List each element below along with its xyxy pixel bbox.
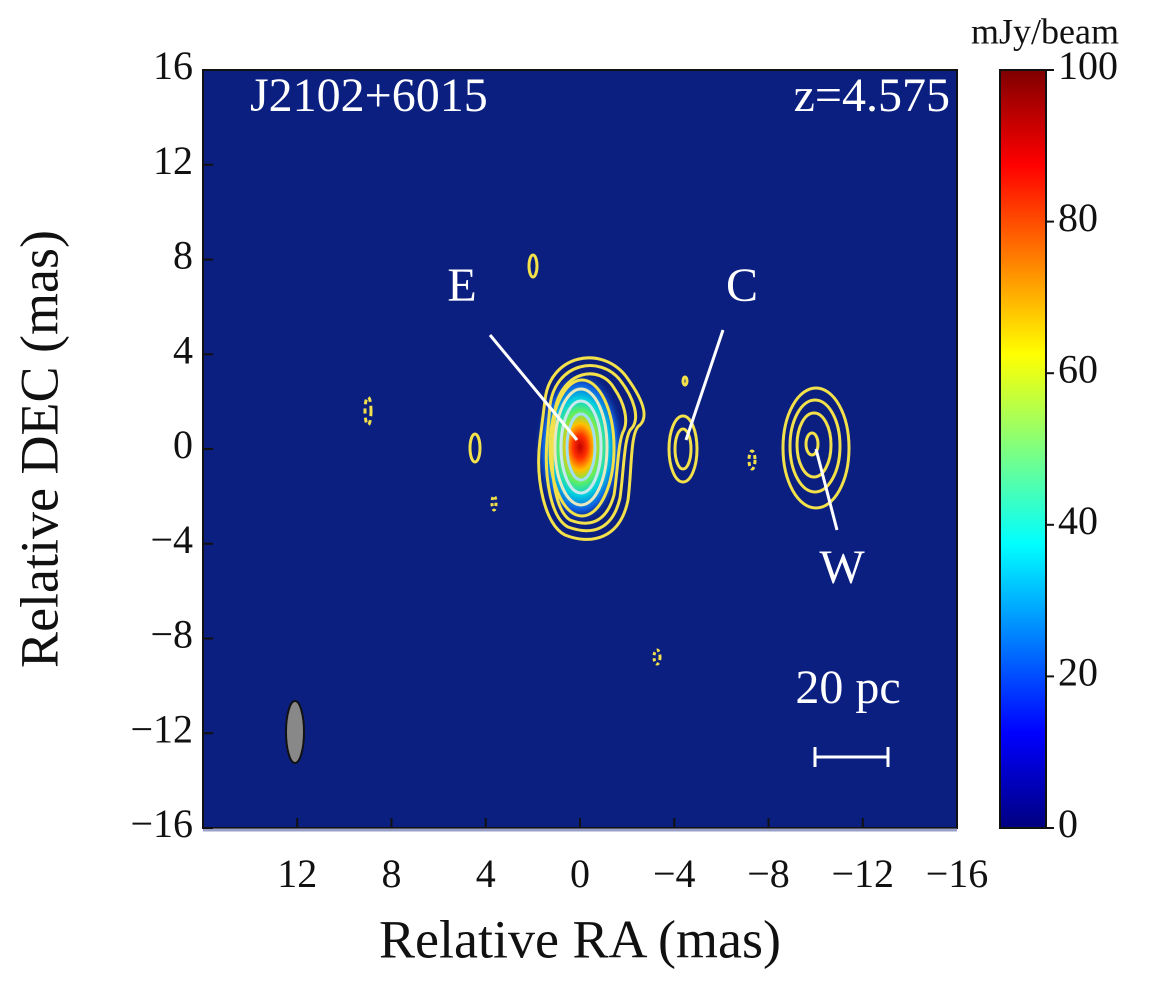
y-tick-label: 12: [153, 138, 193, 183]
x-tick-label: 4: [476, 851, 496, 896]
annotation: E: [447, 259, 476, 312]
y-tick-label: −8: [150, 612, 193, 657]
colorbar-tick-label: 20: [1058, 650, 1098, 695]
y-axis-label: Relative DEC (mas): [9, 230, 69, 668]
x-tick-label: −16: [926, 851, 989, 896]
y-tick-label: −16: [130, 801, 193, 846]
x-tick-label: 12: [277, 851, 317, 896]
x-tick-label: −4: [653, 851, 696, 896]
colorbar-tick-label: 80: [1058, 195, 1098, 240]
colorbar-tick-label: 60: [1058, 346, 1098, 391]
colorbar-tick-label: 0: [1058, 801, 1078, 846]
x-axis-label: Relative RA (mas): [379, 909, 781, 969]
y-tick-label: −4: [150, 517, 193, 562]
annotation: z=4.575: [794, 69, 950, 122]
x-tick-label: −8: [747, 851, 790, 896]
y-tick-label: 0: [173, 422, 193, 467]
chart: J2102+6015 z=4.575 E C W 20 pc Relative …: [0, 0, 1162, 985]
colorbar-tick-label: 100: [1058, 43, 1118, 88]
annotation: W: [819, 541, 865, 594]
x-tick-label: −12: [831, 851, 894, 896]
beam: [286, 701, 304, 763]
y-tick-label: 8: [173, 233, 193, 278]
y-tick-label: −12: [130, 706, 193, 751]
colorbar-tick-label: 40: [1058, 498, 1098, 543]
colorbar: [1000, 70, 1046, 828]
annotation: C: [726, 259, 758, 312]
annotation: 20 pc: [795, 661, 900, 714]
x-tick-label: 8: [382, 851, 402, 896]
chart-title: J2102+6015: [250, 69, 488, 122]
x-tick-label: 0: [570, 851, 590, 896]
y-tick-label: 4: [173, 327, 193, 372]
y-tick-label: 16: [153, 43, 193, 88]
